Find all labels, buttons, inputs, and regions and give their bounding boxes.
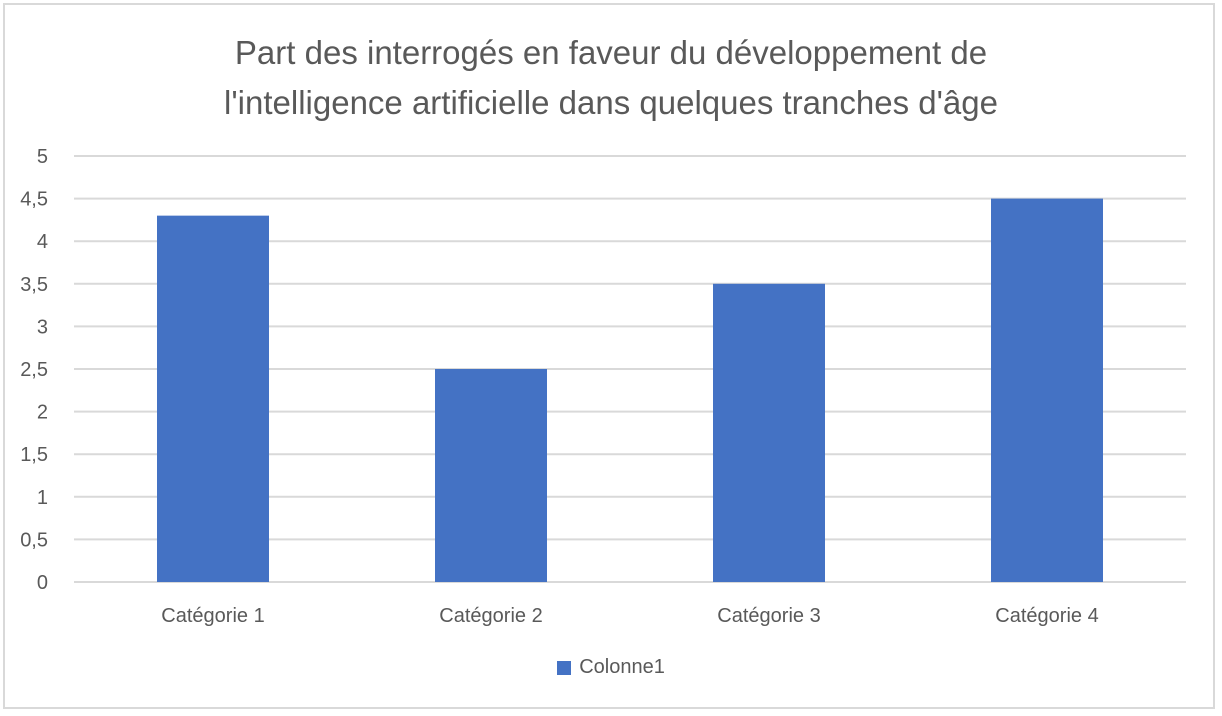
y-tick-label: 4,5 [20,189,48,211]
chart-title-line-1: Part des interrogés en faveur du dévelop… [234,34,988,71]
x-tick-label-4: Catégorie 4 [995,605,1098,627]
chart-title-line-2: l'intelligence artificielle dans quelque… [224,84,998,121]
x-tick-label-2: Catégorie 2 [439,605,542,627]
x-axis-tick-labels: Catégorie 1 Catégorie 2 Catégorie 3 Catégor… [161,605,1098,627]
y-tick-label: 1 [37,487,48,509]
y-tick-label: 2 [37,402,48,424]
x-tick-label-3: Catégorie 3 [717,605,820,627]
bar-2 [435,369,547,582]
y-tick-label: 1,5 [20,444,48,466]
x-tick-label-1: Catégorie 1 [161,605,264,627]
bar-1 [157,215,269,582]
y-tick-label: 4 [37,231,48,253]
chart-title: Part des interrogés en faveur du dévelop… [0,28,1222,128]
y-tick-label: 3 [37,316,48,338]
bar-3 [713,283,825,582]
y-tick-label: 0,5 [20,529,48,551]
y-tick-label: 0 [37,572,48,594]
legend-swatch-colonne1 [557,660,572,675]
y-tick-label: 5 [37,146,48,168]
y-tick-label: 2,5 [20,359,48,381]
legend-label-colonne1: Colonne1 [579,656,665,678]
bar-4 [991,198,1103,582]
y-axis-tick-labels: 0 0,5 1 1,5 2 2,5 3 3,5 4 4,5 5 [20,146,48,594]
legend: Colonne1 [0,656,1222,679]
bars [157,198,1103,582]
y-tick-label: 3,5 [20,274,48,296]
